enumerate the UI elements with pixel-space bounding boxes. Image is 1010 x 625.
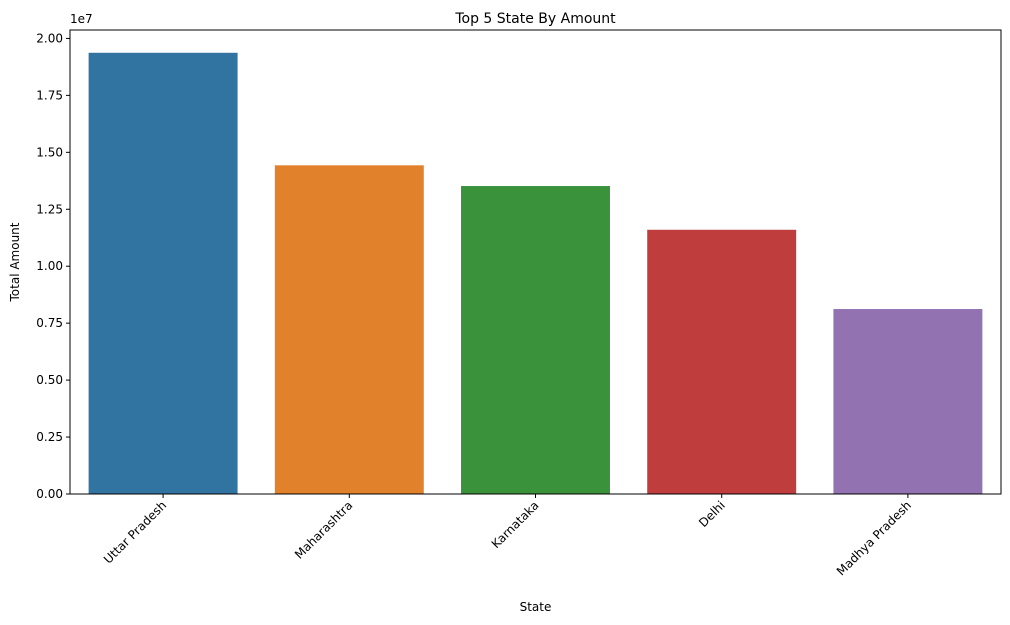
y-axis-label: Total Amount <box>8 222 22 302</box>
y-tick-label: 1.25 <box>36 202 63 216</box>
bars-group <box>88 52 983 494</box>
bar-madhya-pradesh <box>833 309 983 494</box>
y-tick-label: 1.75 <box>36 88 63 102</box>
bar-delhi <box>647 229 797 494</box>
x-axis-label: State <box>520 600 552 614</box>
y-tick-label: 1.00 <box>36 259 63 273</box>
x-tick-label: Delhi <box>696 498 728 530</box>
y-axis-ticks: 0.00 0.25 0.50 0.75 1.00 1.25 1.50 1.75 2.00 <box>36 31 70 501</box>
y-tick-label: 0.25 <box>36 430 63 444</box>
x-tick-label: Maharashtra <box>292 498 356 562</box>
chart-title: Top 5 State By Amount <box>454 11 616 27</box>
bar-uttar-pradesh <box>88 52 238 494</box>
y-tick-label: 0.75 <box>36 316 63 330</box>
plot-frame <box>69 29 1002 495</box>
y-tick-label: 1.50 <box>36 145 63 159</box>
bar-karnataka <box>461 186 610 494</box>
y-axis-scale-note: 1e7 <box>70 12 93 26</box>
bar-maharashtra <box>274 165 424 494</box>
y-tick-label: 0.00 <box>36 487 63 501</box>
y-tick-label: 0.50 <box>36 373 63 387</box>
x-axis-ticks: Uttar Pradesh Maharashtra Karnataka Delhi Ma… <box>101 494 914 578</box>
x-tick-label: Uttar Pradesh <box>101 498 169 566</box>
y-tick-label: 2.00 <box>36 31 63 45</box>
x-tick-label: Karnataka <box>489 498 542 551</box>
x-tick-label: Madhya Pradesh <box>834 498 914 578</box>
